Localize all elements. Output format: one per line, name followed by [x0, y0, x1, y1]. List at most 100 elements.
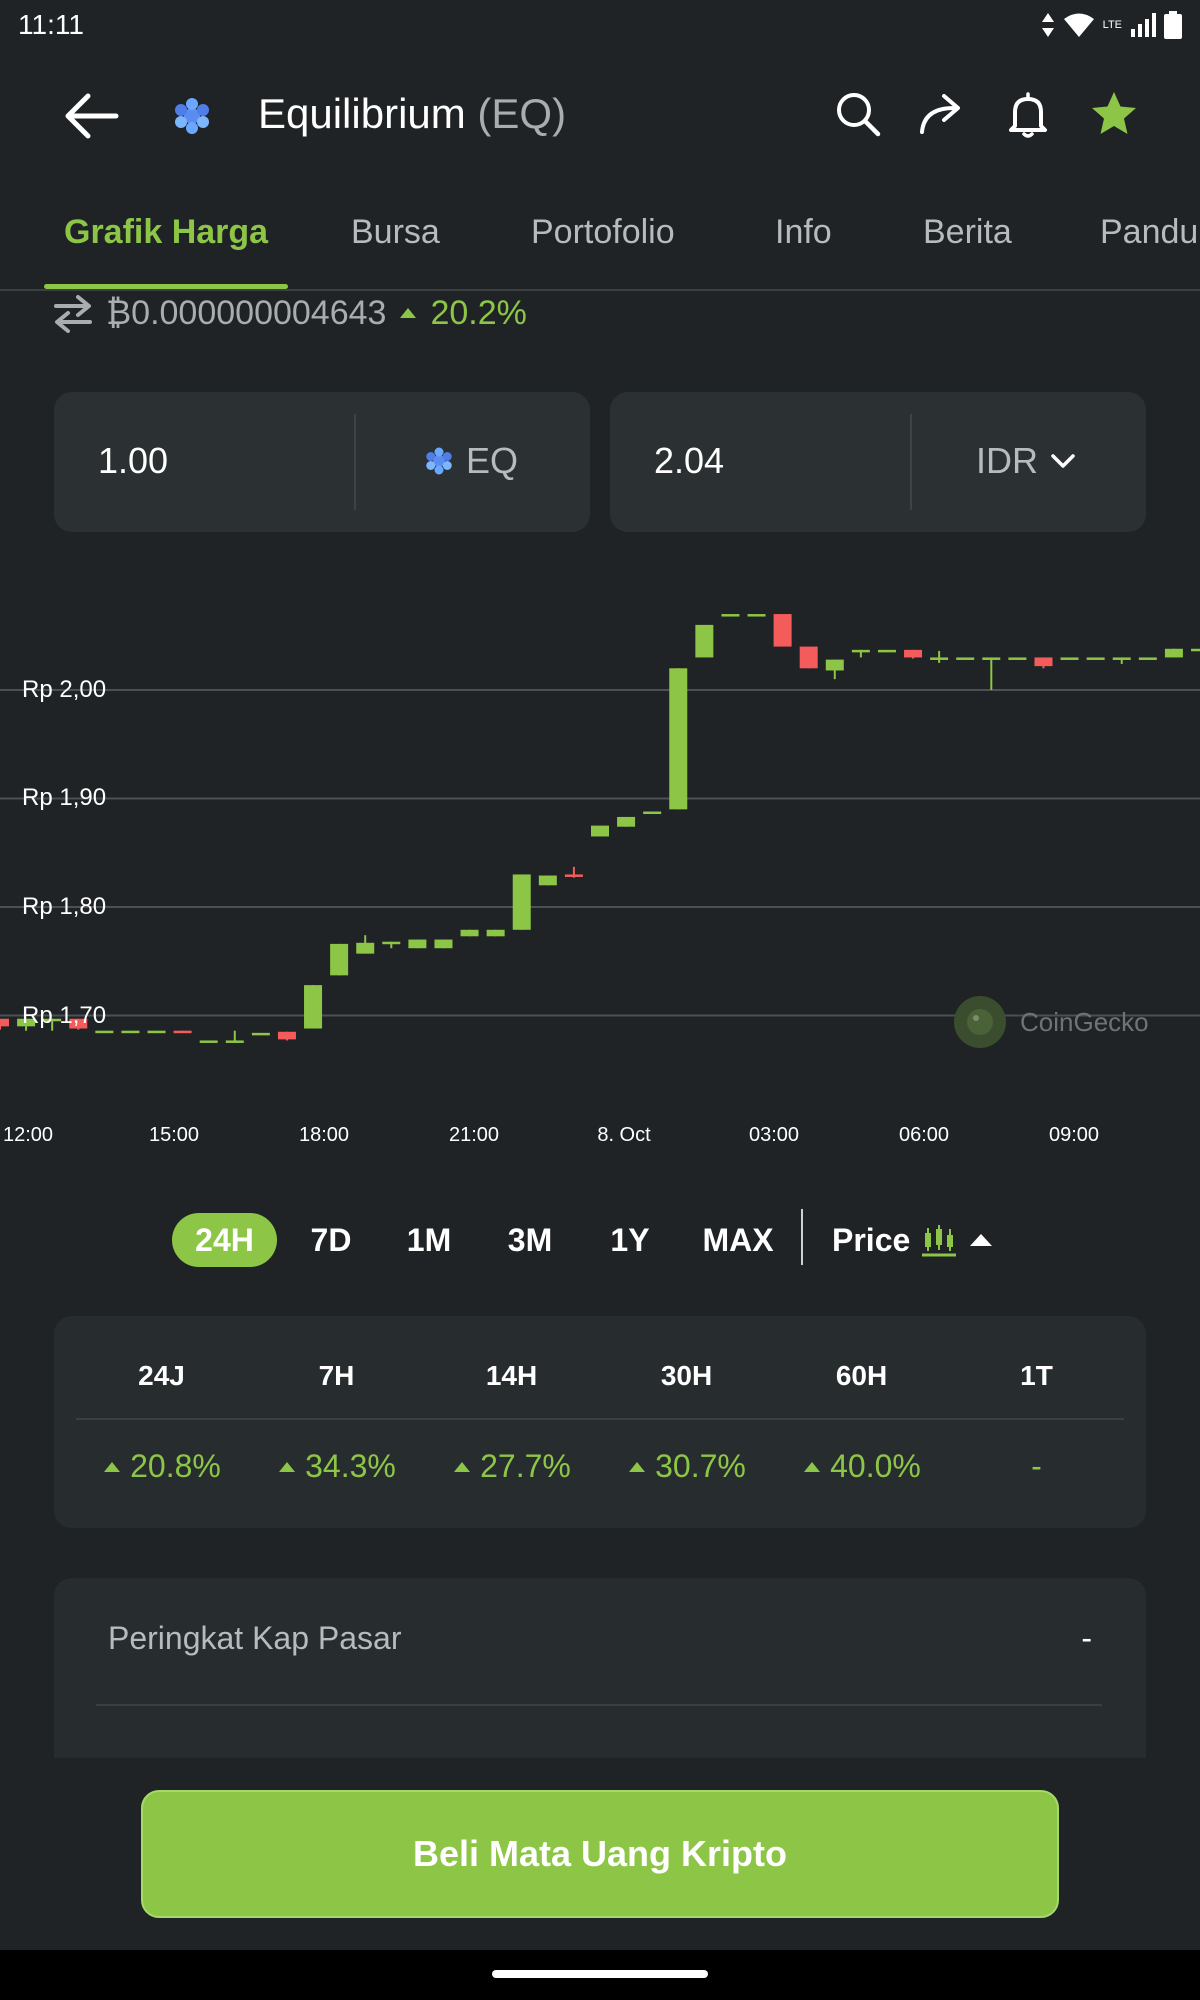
candle-body: [17, 1018, 36, 1027]
range-3m[interactable]: 3M: [507, 1221, 553, 1258]
performance-header: 1T: [1020, 1360, 1053, 1391]
candle[interactable]: [773, 614, 792, 647]
candle[interactable]: [0, 1018, 9, 1030]
market-rank-label: Peringkat Kap Pasar: [108, 1620, 402, 1656]
candle[interactable]: [95, 1030, 114, 1034]
candle[interactable]: [825, 659, 844, 680]
candle[interactable]: [643, 811, 662, 815]
currency-select[interactable]: IDR: [976, 440, 1076, 482]
candle[interactable]: [408, 939, 427, 949]
caret-up-icon: [400, 308, 417, 318]
tab-grafik-harga[interactable]: Grafik Harga: [64, 213, 269, 251]
candle[interactable]: [695, 624, 714, 658]
price-chart[interactable]: [0, 560, 1200, 1160]
candle-body: [1138, 657, 1157, 660]
market-rank-divider: [96, 1704, 1102, 1706]
tab-berita[interactable]: Berita: [923, 213, 1012, 251]
candle[interactable]: [512, 874, 531, 930]
range-max[interactable]: MAX: [702, 1221, 774, 1258]
candle[interactable]: [1008, 657, 1027, 660]
candle[interactable]: [1086, 657, 1105, 660]
back-arrow-icon[interactable]: [62, 88, 122, 144]
wifi-icon: [1063, 13, 1094, 37]
candle-body: [721, 614, 740, 617]
signal-icon: [1131, 13, 1156, 37]
x-tick-label: 03:00: [748, 1124, 800, 1146]
tab-info[interactable]: Info: [775, 213, 832, 251]
candle[interactable]: [1138, 657, 1157, 660]
caret-up-icon: [970, 1234, 993, 1246]
tab-bursa[interactable]: Bursa: [351, 213, 440, 251]
candle-body: [1191, 648, 1200, 652]
candle[interactable]: [747, 614, 766, 617]
performance-value: 40.0%: [774, 1448, 949, 1485]
y-tick-label: Rp 1,80: [22, 893, 107, 920]
range-1y[interactable]: 1Y: [610, 1221, 650, 1258]
range-24h[interactable]: 24H: [172, 1213, 277, 1267]
search-icon[interactable]: [832, 88, 884, 140]
candle[interactable]: [173, 1030, 192, 1034]
coin-logo-icon: [175, 98, 209, 134]
candle[interactable]: [434, 939, 453, 949]
btc-price-change: 20.2%: [430, 293, 527, 332]
candle[interactable]: [225, 1030, 244, 1043]
candle[interactable]: [1060, 657, 1079, 660]
candle[interactable]: [1112, 657, 1131, 664]
tab-portofolio[interactable]: Portofolio: [531, 213, 675, 251]
candle[interactable]: [1191, 648, 1200, 652]
from-amount-input[interactable]: 1.00: [98, 440, 169, 481]
candle[interactable]: [1034, 657, 1053, 669]
candle[interactable]: [486, 929, 505, 937]
range-1m[interactable]: 1M: [406, 1221, 452, 1258]
candle-body: [173, 1030, 192, 1034]
candle[interactable]: [69, 1018, 88, 1030]
candle[interactable]: [147, 1030, 166, 1034]
candle[interactable]: [382, 941, 401, 949]
candle[interactable]: [43, 1018, 62, 1031]
candle-body: [773, 614, 792, 647]
candle[interactable]: [877, 649, 896, 653]
candle-body: [1112, 657, 1131, 660]
performance-divider: [76, 1418, 1124, 1420]
candle[interactable]: [538, 875, 557, 886]
btc-price-value: ₿0.000000004643: [106, 293, 387, 332]
candle[interactable]: [591, 825, 609, 837]
candle[interactable]: [356, 935, 375, 954]
buy-crypto-button[interactable]: Beli Mata Uang Kripto: [141, 1790, 1059, 1918]
candle[interactable]: [956, 657, 975, 660]
candle[interactable]: [251, 1032, 270, 1036]
candle-body: [825, 659, 844, 671]
candle[interactable]: [982, 657, 1001, 690]
data-arrows-icon: [1041, 13, 1054, 37]
candle[interactable]: [460, 929, 479, 937]
candle-body: [251, 1032, 270, 1036]
price-chart-toggle[interactable]: Price: [832, 1213, 994, 1267]
market-rank-value: -: [1081, 1620, 1092, 1656]
candle[interactable]: [1164, 648, 1183, 658]
candle[interactable]: [851, 649, 870, 658]
swap-icon[interactable]: [52, 293, 94, 333]
candle[interactable]: [721, 614, 740, 617]
candle[interactable]: [617, 816, 636, 827]
bell-icon[interactable]: [1002, 88, 1054, 140]
performance-value: 20.8%: [74, 1448, 249, 1485]
candle[interactable]: [121, 1030, 140, 1034]
candle[interactable]: [904, 649, 923, 659]
candle[interactable]: [330, 943, 349, 976]
candle[interactable]: [930, 650, 949, 663]
candle[interactable]: [304, 985, 323, 1029]
star-icon[interactable]: [1088, 88, 1140, 140]
candle[interactable]: [277, 1031, 296, 1041]
candle[interactable]: [564, 866, 583, 878]
tab-pandu[interactable]: Pandu: [1100, 213, 1199, 251]
candle[interactable]: [669, 668, 688, 810]
candle[interactable]: [199, 1040, 218, 1043]
candle[interactable]: [799, 646, 818, 669]
candle-body: [1164, 648, 1183, 658]
candle[interactable]: [17, 1018, 36, 1031]
range-7d[interactable]: 7D: [310, 1221, 352, 1258]
candle-body: [277, 1031, 296, 1040]
to-amount-input[interactable]: 2.04: [654, 440, 725, 481]
share-icon[interactable]: [916, 88, 968, 140]
home-indicator[interactable]: [492, 1970, 708, 1978]
